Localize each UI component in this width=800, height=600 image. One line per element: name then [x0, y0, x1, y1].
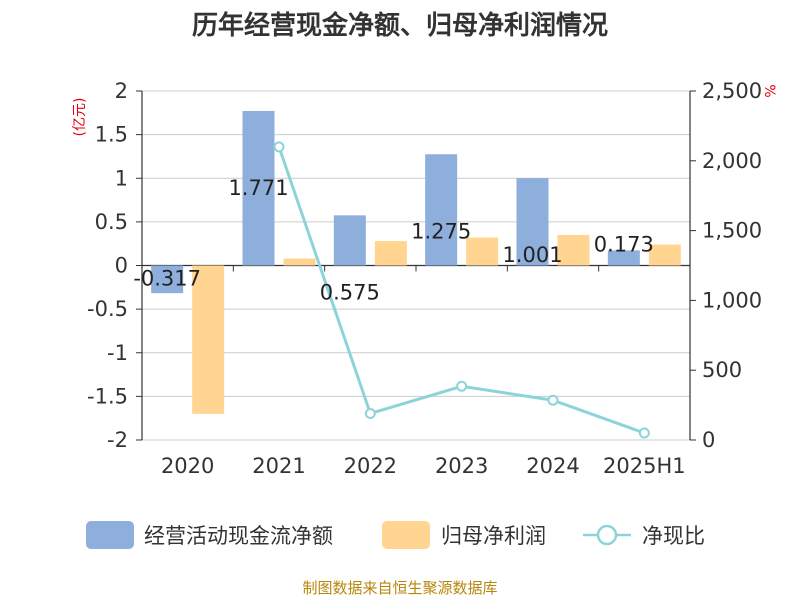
- right-tick-label: 1,500: [702, 219, 762, 243]
- legend-label-operating-cash-flow: 经营活动现金流净额: [144, 524, 333, 548]
- left-tick-label: -2: [107, 428, 128, 452]
- x-tick-label: 2021: [252, 454, 305, 478]
- line-point: [456, 380, 468, 392]
- data-labels: -0.317 1.771 0.575 1.275 1.001 0.173: [133, 176, 654, 304]
- bar-net-profit: [648, 244, 681, 266]
- legend-label-net-cash-ratio: 净现比: [642, 524, 705, 548]
- data-label: 1.771: [228, 176, 288, 200]
- bar-net-profit: [466, 237, 499, 266]
- source-note: 制图数据来自恒生聚源数据库: [302, 579, 497, 597]
- grid: [142, 90, 690, 441]
- right-tick-label: 2,500: [702, 79, 762, 103]
- right-tick-label: 2,000: [702, 149, 762, 173]
- net-cash-ratio-line: [273, 141, 650, 439]
- left-tick-label: -0.5: [87, 297, 128, 321]
- left-tick-label: 1.5: [95, 123, 128, 147]
- left-tick-label: 0: [115, 254, 128, 278]
- right-tick-label: 1,000: [702, 288, 762, 312]
- bar-operating-cash-flow: [242, 110, 275, 266]
- legend-label-net-profit: 归母净利润: [441, 524, 546, 548]
- left-tick-label: -1.5: [87, 384, 128, 408]
- x-tick-label: 2025H1: [603, 454, 686, 478]
- bar-net-profit: [283, 258, 316, 266]
- bar-operating-cash-flow: [516, 178, 549, 266]
- legend: 经营活动现金流净额 归母净利润 净现比: [86, 521, 705, 549]
- left-tick-label: 0.5: [95, 210, 128, 234]
- right-tick-label: 0: [702, 428, 715, 452]
- bar-operating-cash-flow: [425, 154, 458, 266]
- bar-operating-cash-flow: [607, 250, 640, 266]
- line-point: [547, 394, 559, 406]
- chart-title: 历年经营现金净额、归母净利润情况: [192, 10, 608, 41]
- bar-operating-cash-flow: [333, 215, 366, 266]
- legend-swatch-operating-cash-flow: [86, 521, 134, 549]
- left-axis-unit: (亿元): [72, 98, 88, 137]
- x-tick-label: 2024: [526, 454, 579, 478]
- data-label: 1.275: [411, 219, 471, 243]
- legend-swatch-net-profit: [382, 521, 430, 549]
- x-tick-label: 2022: [344, 454, 397, 478]
- left-tick-label: 2: [115, 79, 128, 103]
- bar-net-profit: [374, 241, 407, 266]
- x-tick-label: 2020: [161, 454, 214, 478]
- line-point: [273, 141, 285, 153]
- data-label: 0.575: [320, 280, 380, 304]
- right-tick-label: 500: [702, 358, 742, 382]
- data-label: -0.317: [133, 267, 201, 291]
- right-axis-unit: %: [761, 84, 777, 97]
- x-tick-label: 2023: [435, 454, 488, 478]
- left-tick-label: 1: [115, 166, 128, 190]
- bar-operating-cash-flow: [151, 265, 184, 294]
- line-point: [364, 407, 376, 419]
- left-tick-label: -1: [107, 341, 128, 365]
- bar-net-profit: [557, 234, 590, 266]
- data-label: 1.001: [502, 243, 562, 267]
- legend-swatch-marker: [596, 524, 618, 546]
- line-point: [638, 427, 650, 439]
- data-label: 0.173: [594, 233, 654, 257]
- bar-net-profit: [192, 265, 225, 414]
- axes: [136, 90, 696, 441]
- tick-labels: 2 1.5 1 0.5 0 -0.5 -1 -1.5 -2 2,500 2,000 1,500 1,00…: [87, 79, 762, 478]
- bars: [151, 110, 681, 414]
